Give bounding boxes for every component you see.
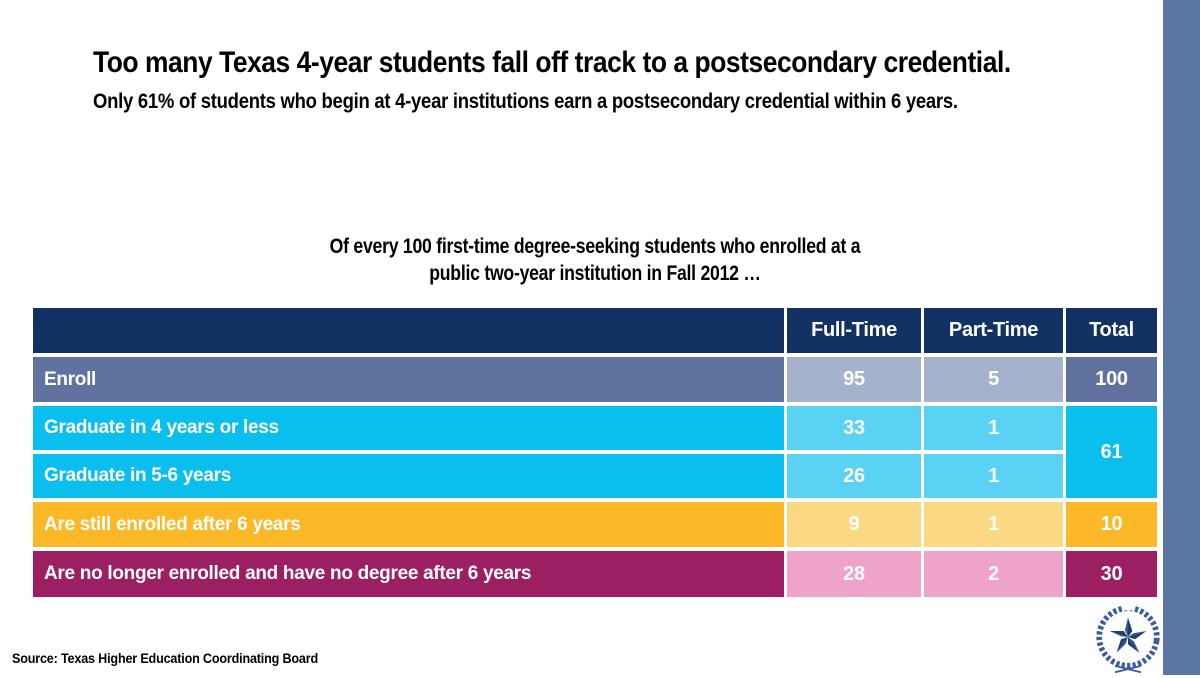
header-cell-empty (33, 308, 784, 353)
cell-no-longer-enrolled-total: 30 (1066, 551, 1157, 597)
cell-still-enrolled-full-time: 9 (787, 502, 921, 547)
row-label-enroll: Enroll (33, 357, 784, 402)
cell-enroll-full-time: 95 (787, 357, 921, 402)
header-cell-part-time: Part-Time (924, 308, 1063, 353)
page-title: Too many Texas 4-year students fall off … (93, 46, 1011, 79)
thecb-logo (1092, 601, 1164, 674)
row-label-grad-5-6yr: Graduate in 5-6 years (33, 454, 784, 498)
cell-graduate-total-merged: 61 (1066, 406, 1157, 498)
cell-grad-4yr-full-time: 33 (787, 406, 921, 450)
cell-enroll-total: 100 (1066, 357, 1157, 402)
texas-star-icon (1109, 617, 1147, 653)
cell-enroll-part-time: 5 (924, 357, 1063, 402)
cell-no-longer-enrolled-full-time: 28 (787, 551, 921, 597)
cell-still-enrolled-total: 10 (1066, 502, 1157, 547)
cell-grad-4yr-part-time: 1 (924, 406, 1063, 450)
row-label-still-enrolled: Are still enrolled after 6 years (33, 502, 784, 547)
row-label-no-longer-enrolled: Are no longer enrolled and have no degre… (33, 551, 784, 597)
table-caption-line-2: public two-year institution in Fall 2012… (429, 262, 761, 285)
page-subtitle: Only 61% of students who begin at 4-year… (93, 90, 958, 113)
table-caption: Of every 100 first-time degree-seeking s… (33, 233, 1157, 287)
star-wreath-icon (1096, 601, 1160, 674)
title-block: Too many Texas 4-year students fall off … (93, 44, 1093, 116)
cell-still-enrolled-part-time: 1 (924, 502, 1063, 547)
cell-grad-5-6yr-full-time: 26 (787, 454, 921, 498)
row-label-grad-4yr: Graduate in 4 years or less (33, 406, 784, 450)
right-accent-bar (1163, 0, 1200, 675)
cell-no-longer-enrolled-part-time: 2 (924, 551, 1063, 597)
students-outcomes-table: Full-Time Part-Time Total Enroll 95 5 10… (33, 308, 1157, 597)
header-cell-total: Total (1066, 308, 1157, 353)
table-caption-line-1: Of every 100 first-time degree-seeking s… (329, 235, 861, 258)
source-note: Source: Texas Higher Education Coordinat… (12, 650, 318, 666)
cell-grad-5-6yr-part-time: 1 (924, 454, 1063, 498)
header-cell-full-time: Full-Time (787, 308, 921, 353)
